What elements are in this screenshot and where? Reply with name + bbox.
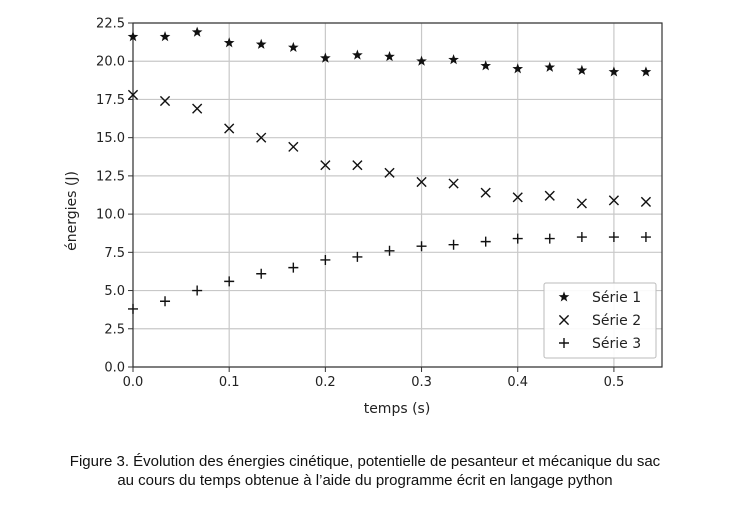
series-1-point xyxy=(127,31,139,42)
series-2-point xyxy=(288,141,299,152)
scatter-chart: 0.0 0.1 0.2 0.3 0.4 0.5 0.0 2.5 5.0 7.5 10.0 12.5 15… xyxy=(64,17,663,417)
series-1-point xyxy=(480,60,492,71)
series-3-point xyxy=(128,303,138,314)
series-2-point xyxy=(416,176,427,188)
x-tick-label: 0.4 xyxy=(507,375,528,390)
legend-marker-3 xyxy=(559,338,569,348)
y-tick-label: 12.5 xyxy=(96,169,125,184)
series-1-point xyxy=(544,61,556,72)
series-3-point xyxy=(608,232,619,243)
series-2-point xyxy=(159,95,171,107)
series-3-point xyxy=(160,296,171,307)
legend-label-2: Série 2 xyxy=(592,313,641,329)
series-2-point xyxy=(192,103,203,114)
series-3-point xyxy=(576,232,587,243)
series-1-point xyxy=(384,51,395,62)
series-2-point xyxy=(576,198,587,209)
y-tick-label: 10.0 xyxy=(96,208,125,223)
y-tick-label: 22.5 xyxy=(96,17,125,32)
series-1-point xyxy=(608,66,620,77)
series-3-point xyxy=(352,251,363,262)
x-tick-label: 0.0 xyxy=(123,375,144,390)
caption-line-2: au cours du temps obtenue à l’aide du pr… xyxy=(117,472,613,489)
plot-frame xyxy=(132,22,663,368)
y-tick-label: 17.5 xyxy=(96,93,125,108)
y-axis-label: énergies (J) xyxy=(64,171,80,251)
series-2-point xyxy=(384,167,395,178)
figure-caption: Figure 3. Évolution des énergies cinétiq… xyxy=(0,452,730,490)
tick-labels: 0.0 0.1 0.2 0.3 0.4 0.5 0.0 2.5 5.0 7.5 10.0 12.5 15… xyxy=(96,17,624,391)
x-tick-label: 0.5 xyxy=(604,375,625,390)
series-2-point xyxy=(224,123,235,134)
y-tick-label: 0.0 xyxy=(104,361,125,376)
series-1-point xyxy=(512,63,524,74)
series-2-point xyxy=(320,160,331,171)
series-1-point xyxy=(255,38,267,49)
series-3-point xyxy=(480,236,491,247)
series-3-point xyxy=(192,285,203,296)
series-1-point xyxy=(416,55,427,66)
legend-box xyxy=(543,282,657,359)
series-3-point xyxy=(384,245,395,256)
series-3-point xyxy=(544,233,555,244)
y-tick-label: 5.0 xyxy=(104,284,125,299)
series-1-point xyxy=(448,54,459,65)
series-3-point xyxy=(320,254,331,265)
series-1-point xyxy=(288,41,299,52)
series-3-point xyxy=(256,268,267,279)
legend-marker-1 xyxy=(558,291,570,302)
y-tick-label: 15.0 xyxy=(96,131,125,146)
grid-lines xyxy=(132,22,662,368)
x-axis-label: temps (s) xyxy=(364,401,431,417)
legend-label-3: Série 3 xyxy=(592,336,641,352)
series-1-point xyxy=(576,64,588,75)
y-tick-label: 7.5 xyxy=(104,246,125,261)
series-2-point xyxy=(256,132,267,143)
series-1-point xyxy=(191,26,203,37)
series-1-point xyxy=(352,49,363,60)
series-2-point xyxy=(640,196,652,207)
axes xyxy=(132,22,663,368)
series-2-point xyxy=(352,160,363,171)
y-tick-label: 2.5 xyxy=(104,322,125,337)
series-1-point xyxy=(159,31,171,42)
series-1-point xyxy=(223,37,235,48)
x-tick-label: 0.1 xyxy=(219,375,240,390)
series-2-point xyxy=(544,190,555,201)
series-3-point xyxy=(416,241,427,252)
legend: Série 1 Série 2 Série 3 xyxy=(543,282,657,359)
series-3-point xyxy=(448,239,459,250)
legend-label-1: Série 1 xyxy=(592,290,641,306)
series-3-point xyxy=(288,262,299,273)
series-3-point xyxy=(224,276,235,287)
series-2-point xyxy=(608,195,620,206)
series-3-point xyxy=(512,233,523,244)
series-2-point xyxy=(448,178,459,189)
series-2-point xyxy=(127,89,139,100)
data-marks xyxy=(127,26,652,314)
y-tick-label: 20.0 xyxy=(96,55,125,70)
series-2-point xyxy=(480,187,491,198)
series-3-point xyxy=(640,232,651,243)
x-tick-label: 0.3 xyxy=(411,375,432,390)
series-1-point xyxy=(640,66,652,77)
series-1-point xyxy=(320,52,331,63)
series-2-point xyxy=(512,192,523,203)
caption-line-1: Figure 3. Évolution des énergies cinétiq… xyxy=(69,453,661,470)
legend-marker-2 xyxy=(558,314,570,326)
x-tick-label: 0.2 xyxy=(315,375,336,390)
